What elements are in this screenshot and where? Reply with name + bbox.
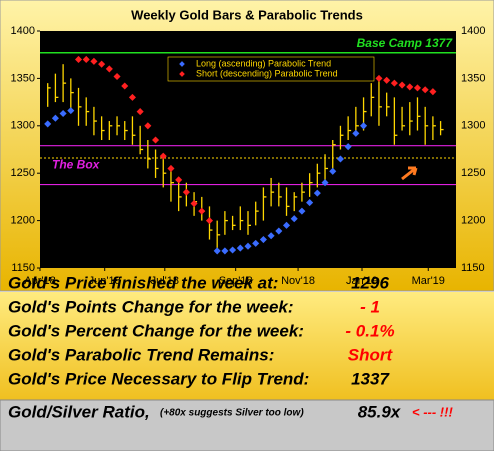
trend-dot (213, 247, 221, 255)
trend-dot (167, 164, 175, 172)
trend-dot (360, 122, 368, 130)
trend-dot (298, 207, 306, 215)
trend-dot (198, 207, 206, 215)
legend (167, 56, 375, 82)
trend-dot (406, 83, 414, 91)
y-tick-label: 1400 (11, 25, 35, 37)
y-tick-label: 1300 (11, 120, 35, 132)
x-tick-label: Nov'18 (281, 275, 315, 287)
trend-dot (313, 189, 321, 197)
x-tick-label: Mar'19 (412, 275, 445, 287)
legend-label: Long (ascending) Parabolic Trend (196, 58, 331, 68)
row-label: Gold's Parabolic Trend Remains: (8, 345, 274, 364)
y2-tick-label: 1200 (461, 215, 485, 227)
x-tick-label: Jul'18 (151, 275, 179, 287)
trend-dot (152, 136, 160, 144)
trend-dot (390, 79, 398, 87)
y-tick-label: 1150 (11, 262, 35, 274)
trend-dot (413, 84, 422, 92)
box-label: The Box (52, 157, 101, 171)
trend-dot (121, 82, 129, 90)
table: Gold's Price finished the week at: 1296 Go… (8, 273, 453, 421)
trend-dot (329, 167, 337, 175)
trend-dot (267, 232, 275, 240)
y2-tick-label: 1300 (461, 120, 485, 132)
trend-dot (321, 179, 329, 187)
ratio-note: (+80x suggests Silver too low) (160, 408, 304, 419)
trend-dot (67, 107, 75, 115)
x-tick-label: Sep'18 (219, 275, 253, 287)
trend-dot (429, 88, 437, 96)
trend-dot (136, 108, 144, 116)
row-value: - 1 (360, 297, 380, 316)
trend-dot (344, 143, 352, 151)
y2-tick-label: 1400 (461, 25, 485, 37)
y2-tick-label: 1150 (461, 262, 485, 274)
y-tick-label: 1250 (11, 167, 35, 179)
row-label: Gold's Price Necessary to Flip Trend: (8, 369, 309, 388)
row-value: - 0.1% (345, 321, 394, 340)
trend-dot (336, 155, 344, 163)
row-label: Gold's Points Change for the week: (8, 297, 294, 316)
row-value: Short (348, 345, 394, 364)
ratio-label: Gold/Silver Ratio, (8, 402, 150, 421)
trend-dot (421, 86, 429, 94)
ratio-bg (0, 399, 494, 452)
ratio-flag: < --- !!! (412, 404, 453, 419)
y2-tick-label: 1350 (461, 72, 485, 84)
trend-dot (306, 199, 314, 207)
trend-dot (113, 72, 121, 81)
trend-dot (182, 188, 190, 196)
trend-dot (205, 217, 214, 225)
legend-label: Short (descending) Parabolic Trend (196, 68, 338, 78)
trend-dot (105, 65, 113, 73)
x-tick-label: Apr'18 (24, 275, 55, 287)
trend-dot (282, 221, 291, 229)
trend-dot (221, 247, 229, 255)
trend-dot (244, 242, 252, 250)
chart-title: Weekly Gold Bars & Parabolic Trends (131, 7, 363, 22)
trend-dot (190, 200, 198, 208)
trend-dot (398, 81, 406, 89)
legend-marker (179, 71, 185, 77)
y-tick-label: 1350 (11, 72, 35, 84)
trend-dot (175, 176, 183, 184)
arrow (401, 166, 418, 181)
ratio-value: 85.9x (358, 402, 402, 421)
trend-dot (383, 76, 391, 84)
trend-dot (275, 227, 283, 235)
trend-dot (259, 236, 267, 244)
table-bg (0, 292, 494, 400)
row-label: Gold's Price finished the week at: (8, 273, 278, 292)
trend-dot (159, 152, 167, 160)
x-tick-label: Jan'19 (346, 275, 378, 287)
trend-dot (128, 93, 136, 101)
trend-dot (352, 129, 360, 137)
trend-dot (375, 74, 383, 82)
row-value: 1337 (351, 369, 390, 388)
trend-dot (290, 215, 298, 223)
trend-dot (236, 244, 244, 252)
x-tick-label: Jun'18 (89, 275, 121, 287)
trend-dot (229, 246, 237, 254)
base-camp-label: Base Camp 1377 (357, 36, 454, 50)
row-value: 1296 (351, 273, 389, 292)
trend-dot (252, 239, 260, 247)
row-label: Gold's Percent Change for the week: (8, 321, 304, 340)
trend-dot (144, 122, 152, 130)
y-tick-label: 1200 (11, 215, 35, 227)
y2-tick-label: 1250 (461, 167, 485, 179)
